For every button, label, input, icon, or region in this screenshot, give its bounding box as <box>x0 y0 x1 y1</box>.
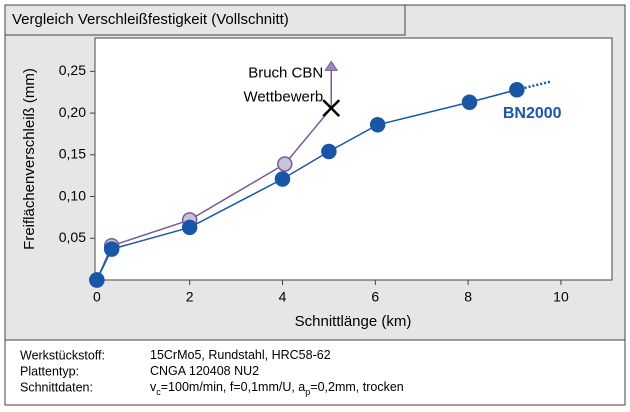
y-tick-label: 0,10 <box>59 187 86 203</box>
footer-text: =100m/min, f=0,1mm/U, a <box>161 380 306 394</box>
x-tick-label: 8 <box>464 289 472 305</box>
data-point <box>89 272 105 288</box>
plot-area <box>94 37 613 281</box>
footer-value: CNGA 120408 NU2 <box>150 364 259 378</box>
break-marker <box>322 99 341 117</box>
subscript: p <box>305 387 310 397</box>
subscript: c <box>156 387 161 397</box>
data-point <box>181 219 198 236</box>
x-axis-label: Schnittlänge (km) <box>295 313 412 330</box>
x-tick-label: 10 <box>553 289 569 305</box>
data-point <box>277 156 293 172</box>
footer-label: Werkstückstoff: <box>20 348 105 362</box>
footer-value: vc=100m/min, f=0,1mm/U, ap=0,2mm, trocke… <box>150 380 404 397</box>
y-tick-label: 0,25 <box>59 62 86 78</box>
x-tick-label: 2 <box>186 289 194 305</box>
data-point <box>321 143 337 160</box>
x-tick-label: 0 <box>93 289 101 305</box>
title-box <box>4 4 406 36</box>
footer-text: 15CrMo5, Rundstahl, HRC58-62 <box>150 348 331 362</box>
footer-label: Schnittdaten: <box>20 380 93 394</box>
data-point <box>103 241 120 257</box>
arrow-head <box>324 60 339 71</box>
footer-box <box>4 339 626 406</box>
x-tick-label: 6 <box>371 289 379 305</box>
series-label: BN2000 <box>503 105 562 122</box>
annotation: Bruch CBN <box>248 64 323 81</box>
footer-value: 15CrMo5, Rundstahl, HRC58-62 <box>150 348 331 362</box>
footer-label: Plattentyp: <box>20 364 79 378</box>
series-line <box>96 89 518 281</box>
y-tick-label: 0,05 <box>59 229 86 245</box>
x-tick-label: 4 <box>279 289 287 305</box>
data-point <box>274 171 291 187</box>
break-line <box>284 107 332 165</box>
series-label: Wettbewerb <box>243 88 323 105</box>
footer-text: CNGA 120408 NU2 <box>150 364 259 378</box>
data-point <box>509 81 525 98</box>
chart-title: Vergleich Verschleißfestigkeit (Vollschn… <box>12 11 289 28</box>
footer-text: v <box>150 380 157 394</box>
data-point <box>461 94 478 111</box>
y-axis-label: Freiflächenverschleiß (mm) <box>21 68 38 250</box>
footer-text: =0,2mm, trocken <box>310 380 403 394</box>
y-tick-label: 0,15 <box>59 146 86 162</box>
data-point <box>369 117 386 133</box>
y-tick-label: 0,20 <box>59 104 86 120</box>
